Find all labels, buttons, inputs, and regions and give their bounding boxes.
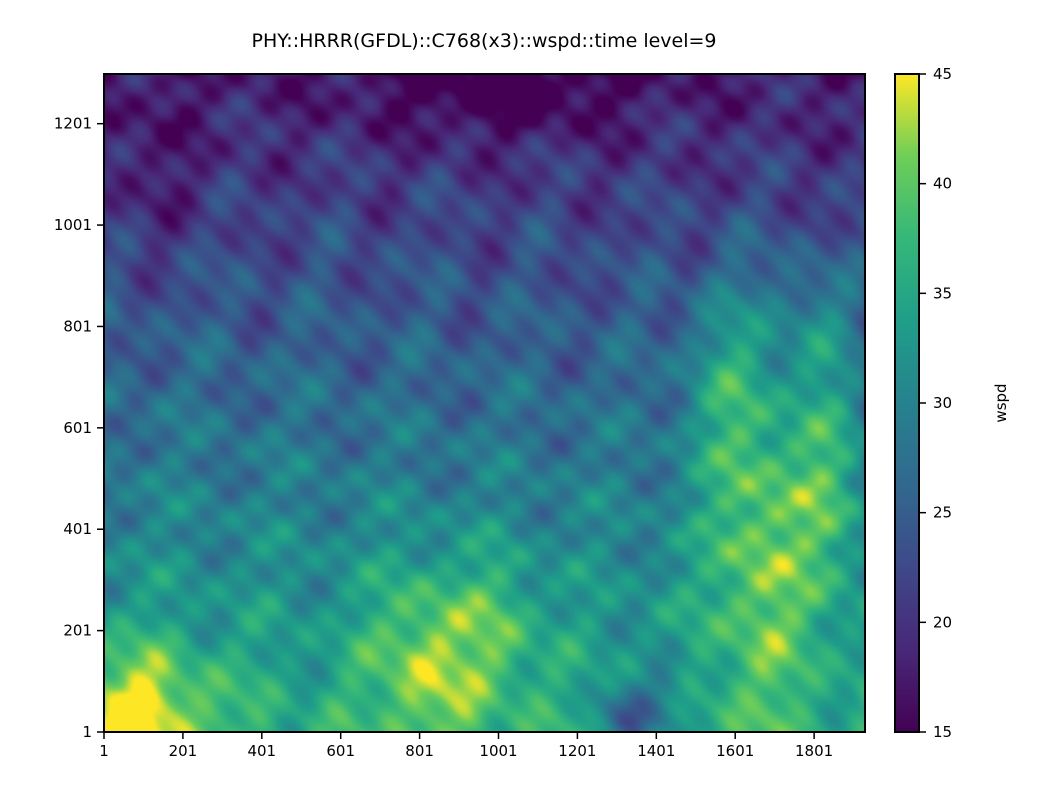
y-tick-label: 201: [63, 622, 92, 640]
colorbar-tick-label: 25: [933, 504, 952, 522]
y-tick-label: 1001: [54, 216, 92, 234]
y-tick-label: 1201: [54, 115, 92, 133]
chart-title: PHY::HRRR(GFDL)::C768(x3)::wspd::time le…: [251, 30, 716, 52]
plot-frame: [103, 73, 866, 733]
heatmap-field: [104, 74, 865, 732]
x-axis: 1 201 401 601 801 1001 1201 1401 1601 1801: [99, 732, 833, 760]
y-tick-label: 1: [82, 723, 92, 741]
y-tick-label: 401: [63, 520, 92, 538]
x-tick-label: 1: [99, 742, 109, 760]
colorbar-tick-label: 35: [933, 284, 952, 302]
colorbar-tick-label: 15: [933, 723, 952, 741]
plot-area: [104, 74, 865, 732]
x-tick-label: 801: [405, 742, 434, 760]
colorbar-tick-label: 20: [933, 613, 952, 631]
y-tick-label: 601: [63, 419, 92, 437]
y-tick-label: 801: [63, 317, 92, 335]
x-tick-label: 1001: [479, 742, 517, 760]
x-tick-label: 601: [326, 742, 355, 760]
colorbar: [894, 73, 920, 733]
colorbar-axis: 15 20 25 30 35 40 45: [919, 65, 952, 741]
colorbar-label: wspd: [992, 383, 1010, 422]
colorbar-tick-label: 40: [933, 175, 952, 193]
x-tick-label: 401: [247, 742, 276, 760]
x-tick-label: 201: [169, 742, 198, 760]
colorbar-tick-label: 45: [933, 65, 952, 83]
colorbar-tick-label: 30: [933, 394, 952, 412]
x-tick-label: 1601: [716, 742, 754, 760]
x-tick-label: 1401: [637, 742, 675, 760]
x-tick-label: 1801: [795, 742, 833, 760]
x-tick-label: 1201: [558, 742, 596, 760]
